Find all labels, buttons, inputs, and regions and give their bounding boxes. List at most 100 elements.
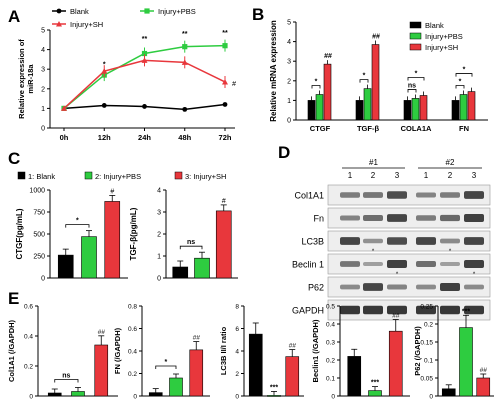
panel-e-annotation: *	[165, 359, 168, 366]
panel-e-bar	[459, 327, 473, 397]
panel-a-y-tick-label: 2	[41, 86, 45, 93]
panel-e-y-tick-label: 0	[429, 394, 433, 401]
panel-a-point	[141, 57, 148, 63]
panel-a-annotation: **	[222, 30, 228, 37]
panel-a-point	[222, 102, 228, 107]
panel-c-bar	[172, 266, 189, 279]
panel-d-marker: *	[449, 249, 452, 255]
panel-a-legend-label: Injury+SH	[70, 20, 103, 29]
panel-e-y-tick-label: 0	[29, 394, 33, 401]
panel-e-bar	[248, 333, 263, 397]
panel-c-y-tick-label: 0	[41, 276, 45, 283]
panel-a-chart: 0 1 2 3 4 5 Relative expression of miR-18a 0h 12h…	[17, 7, 236, 142]
panel-b-y-tick-label: 4	[287, 39, 291, 46]
panel-a-point	[101, 68, 108, 74]
panel-d-blot-strip	[327, 253, 491, 275]
panel-a-point	[182, 44, 188, 50]
panel-e-y-tick-label: 0.8	[128, 304, 137, 311]
panel-e-bar	[169, 377, 183, 397]
panel-d-blot-strip	[327, 276, 491, 298]
panel-e-annotation: ##	[289, 343, 297, 350]
panel-d-row-label: LC3B	[301, 237, 324, 247]
panel-d-blot-strip	[327, 299, 491, 321]
panel-e-annotation: ***	[462, 308, 470, 315]
panel-d-band	[340, 305, 360, 315]
panel-d-marker: *	[372, 249, 375, 255]
panel-d-band	[464, 213, 484, 223]
panel-a-legend-label: Blank	[70, 7, 89, 16]
panel-e-y-tick-label: 4	[235, 349, 239, 356]
panel-c-annotation: *	[76, 218, 79, 225]
panel-c-y-tick-label: 750	[33, 210, 45, 217]
panel-d-band	[464, 237, 484, 245]
panel-e-annotation: ##	[98, 329, 106, 336]
panel-a-y-tick-label: 3	[41, 67, 45, 74]
panel-e-bar	[347, 356, 362, 397]
panel-d-row-label: GAPDH	[292, 306, 324, 316]
panel-b-annotation: ns	[408, 82, 416, 89]
panel-c-y-label: CTGF(pg/mL)	[15, 208, 24, 259]
panel-d-lane-label: 3	[395, 171, 400, 180]
panel-a-x-tick-label: 48h	[178, 133, 191, 142]
panel-b-bar	[403, 100, 412, 121]
panel-b-x-tick-label: CTGF	[310, 124, 331, 133]
panel-b-bar	[315, 94, 324, 121]
panel-b-x-tick-label: TGF-β	[357, 124, 379, 133]
panel-a-y-tick-label: 4	[41, 47, 45, 54]
panel-e-annotation: ***	[371, 380, 379, 387]
panel-a-annotation: *	[103, 61, 106, 68]
panel-e-y-tick-label: 0.25	[420, 304, 433, 311]
panel-e-y-label: FN (/GAPDH)	[113, 327, 122, 374]
panel-b-y-tick-label: 0	[287, 118, 291, 125]
panel-e-chart: 0 0.2 0.4 0.6 Col1A1 (/GAPDH) ns ## 0 0.2 0.4 0.6 0…	[7, 304, 494, 401]
panel-d-band	[416, 192, 436, 198]
panel-d-band	[363, 192, 383, 198]
panel-d-band	[440, 305, 460, 315]
panel-e-y-tick-label: 0.2	[128, 371, 137, 378]
panel-a-point	[181, 59, 188, 65]
panel-e-y-tick-label: 0.1	[424, 358, 433, 365]
panel-c-annotation: ns	[187, 239, 195, 246]
panel-e-annotation: ##	[193, 335, 201, 342]
panel-e-annotation: ***	[270, 384, 278, 391]
panel-d-band	[387, 191, 407, 199]
panel-b-bar	[419, 95, 428, 121]
panel-b-legend-label: Injury+SH	[425, 43, 458, 52]
panel-b-x-tick-label: FN	[459, 124, 469, 133]
panel-e-y-tick-label: 0.2	[424, 322, 433, 329]
panel-e-y-tick-label: 0.05	[420, 376, 433, 383]
panel-c-bar	[57, 254, 74, 279]
panel-c-y-tick-label: 1000	[29, 188, 45, 195]
panel-d-marker: *	[396, 272, 399, 278]
panel-e-letter: E	[8, 289, 19, 308]
panel-a-annotation: #	[232, 81, 236, 88]
panel-d-band	[464, 191, 484, 199]
panel-c-letter: C	[8, 149, 20, 168]
panel-e-bar	[148, 392, 163, 397]
panel-a-legend-marker	[56, 8, 62, 14]
panel-d-band	[340, 192, 360, 198]
panel-e-y-tick-label: 0.4	[128, 349, 137, 356]
panel-b-annotation: ##	[372, 34, 380, 41]
panel-c-chart: 1: Blank 2: Injury+PBS 3: Injury+SH 0 250 500…	[15, 171, 238, 283]
panel-b-y-tick-label: 5	[287, 20, 291, 27]
panel-b-bar	[355, 100, 364, 121]
panel-e-y-tick-label: 0.6	[24, 304, 33, 311]
panel-d-group-label: #2	[446, 158, 455, 167]
panel-b-annotation: ##	[324, 53, 332, 60]
panel-d-band	[340, 215, 360, 221]
panel-d-band	[340, 261, 360, 267]
panel-d-band	[416, 305, 436, 315]
panel-d-band	[363, 262, 383, 266]
panel-c-bar	[215, 210, 232, 279]
panel-b-bracket	[455, 85, 465, 89]
panel-e-y-tick-label: 0.2	[24, 364, 33, 371]
panel-d-blot-strip	[327, 230, 491, 252]
panel-d-band	[416, 284, 436, 290]
panel-c-legend-swatch	[17, 171, 26, 180]
panel-a-x-tick-label: 72h	[219, 133, 232, 142]
panel-b-bar	[307, 100, 316, 121]
panel-a-y-tick-label: 1	[41, 106, 45, 113]
panel-e-y-tick-label: 0.1	[326, 376, 335, 383]
